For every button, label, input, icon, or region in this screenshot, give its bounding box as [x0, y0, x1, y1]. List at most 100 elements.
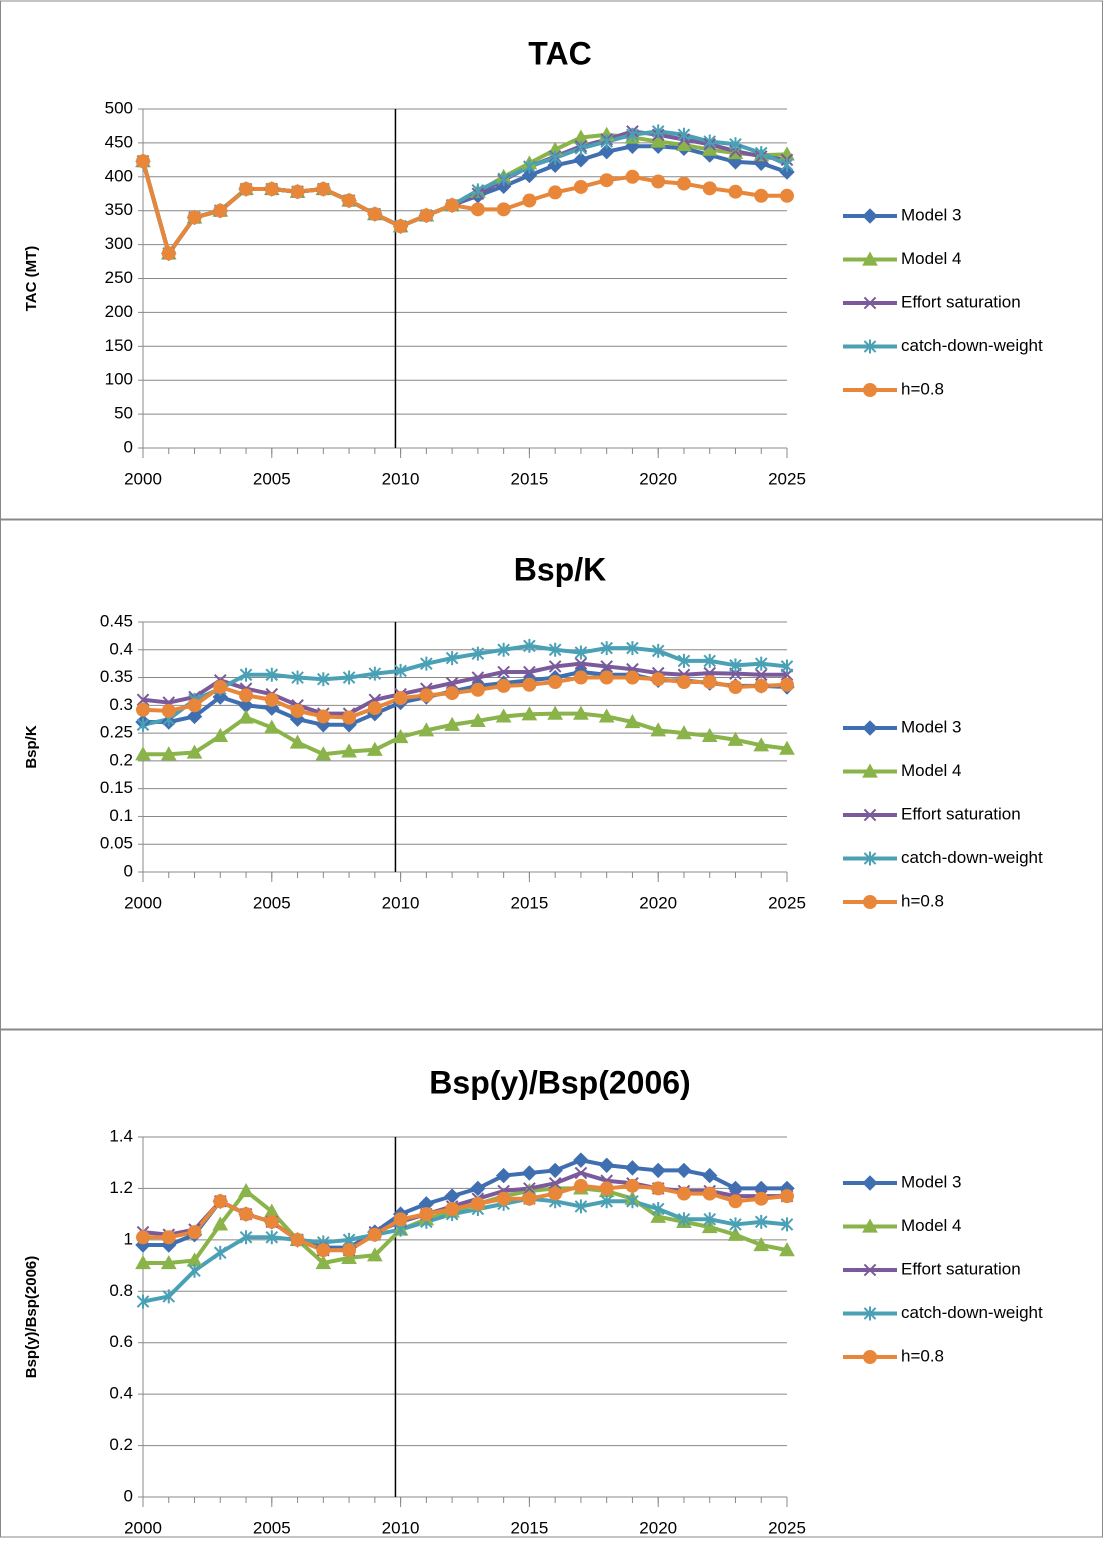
- marker: [626, 1194, 639, 1209]
- y-tick-label: 50: [114, 404, 133, 423]
- marker: [573, 1152, 589, 1168]
- marker: [238, 709, 254, 724]
- y-tick-label: 0: [124, 437, 133, 456]
- marker: [863, 1263, 877, 1277]
- marker: [471, 183, 485, 198]
- marker: [548, 185, 563, 200]
- x-tick-label: 2005: [253, 1518, 291, 1537]
- marker: [703, 134, 717, 149]
- x-tick-label: 2025: [768, 893, 806, 912]
- marker: [521, 167, 538, 184]
- marker: [573, 705, 589, 720]
- x-tick-label: 2015: [510, 1518, 548, 1537]
- marker: [523, 159, 536, 174]
- marker: [161, 1230, 176, 1245]
- marker: [651, 174, 666, 189]
- marker: [728, 184, 743, 199]
- marker: [598, 708, 615, 723]
- marker: [445, 686, 460, 701]
- marker: [548, 1186, 563, 1201]
- x-tick-label: 2010: [382, 1518, 420, 1537]
- series-line: [142, 661, 787, 716]
- marker: [753, 737, 770, 752]
- marker: [496, 202, 511, 217]
- marker: [548, 642, 562, 657]
- x-tick-label: 2010: [382, 893, 420, 912]
- marker: [315, 1254, 332, 1270]
- marker: [625, 1178, 640, 1193]
- marker: [161, 246, 176, 261]
- legend-label: h=0.8: [901, 1346, 944, 1365]
- y-tick-label: 1.2: [109, 1178, 133, 1197]
- marker: [522, 677, 537, 692]
- marker: [136, 717, 150, 732]
- marker: [702, 1167, 718, 1184]
- marker: [471, 671, 485, 684]
- marker: [316, 1243, 331, 1258]
- marker: [263, 719, 280, 734]
- y-axis-label: TAC (MT): [23, 246, 40, 312]
- marker: [290, 1232, 305, 1247]
- y-tick-label: 250: [105, 268, 133, 287]
- chart-panel: Bsp/K Bsp/K 0 0.05 0.1 0.15 0.2 0.25 0.3 0.35 0.4 0…: [0, 519, 1103, 1030]
- legend-label: h=0.8: [901, 379, 944, 398]
- marker: [574, 657, 588, 670]
- marker: [497, 665, 510, 679]
- x-tick-label: 2020: [639, 1518, 677, 1537]
- marker: [136, 1294, 150, 1309]
- marker: [342, 670, 356, 685]
- marker: [212, 1216, 229, 1231]
- y-tick-label: 0.4: [109, 639, 133, 658]
- marker: [862, 1218, 878, 1233]
- marker: [445, 198, 460, 213]
- marker: [188, 1263, 201, 1278]
- marker: [186, 708, 203, 725]
- marker: [727, 1226, 744, 1241]
- legend-label: Model 4: [901, 761, 961, 780]
- marker: [573, 670, 588, 685]
- series-line: [142, 643, 788, 727]
- y-tick-label: 0: [124, 1486, 133, 1505]
- marker: [624, 713, 641, 729]
- legend-label: Model 3: [901, 205, 961, 224]
- marker: [573, 179, 588, 194]
- marker: [863, 296, 877, 310]
- legend-label: catch-down-weight: [901, 336, 1043, 355]
- y-tick-label: 150: [105, 336, 133, 355]
- y-tick-label: 0.4: [109, 1384, 133, 1403]
- marker: [754, 1191, 769, 1206]
- marker: [522, 1191, 537, 1206]
- x-tick-label: 2000: [124, 469, 162, 488]
- marker: [701, 1218, 718, 1234]
- x-tick-label: 2025: [768, 1518, 806, 1537]
- marker: [136, 1230, 150, 1245]
- marker: [366, 1247, 383, 1262]
- marker: [471, 646, 485, 661]
- marker: [650, 1208, 667, 1223]
- marker: [393, 219, 408, 234]
- x-tick-label: 2020: [639, 893, 677, 912]
- marker: [650, 1162, 666, 1179]
- y-tick-label: 100: [105, 370, 133, 389]
- marker: [213, 203, 228, 218]
- marker: [676, 176, 691, 191]
- marker: [212, 727, 229, 742]
- x-tick-label: 2015: [510, 893, 548, 912]
- marker: [547, 1162, 563, 1179]
- x-tick-label: 2000: [124, 1518, 162, 1537]
- marker: [573, 152, 589, 168]
- marker: [779, 740, 795, 755]
- marker: [187, 210, 202, 225]
- marker: [420, 656, 433, 671]
- marker: [445, 651, 459, 666]
- marker: [863, 339, 877, 354]
- chart-panel: Bsp(y)/Bsp(2006) Bsp(y)/Bsp(2006) 0 0.2 0.4 0…: [0, 1029, 1103, 1538]
- y-tick-label: 0.3: [109, 695, 133, 714]
- marker: [392, 728, 409, 744]
- marker: [600, 641, 613, 656]
- marker: [265, 1230, 279, 1245]
- marker: [863, 383, 877, 397]
- marker: [187, 1225, 202, 1240]
- marker: [445, 1202, 460, 1216]
